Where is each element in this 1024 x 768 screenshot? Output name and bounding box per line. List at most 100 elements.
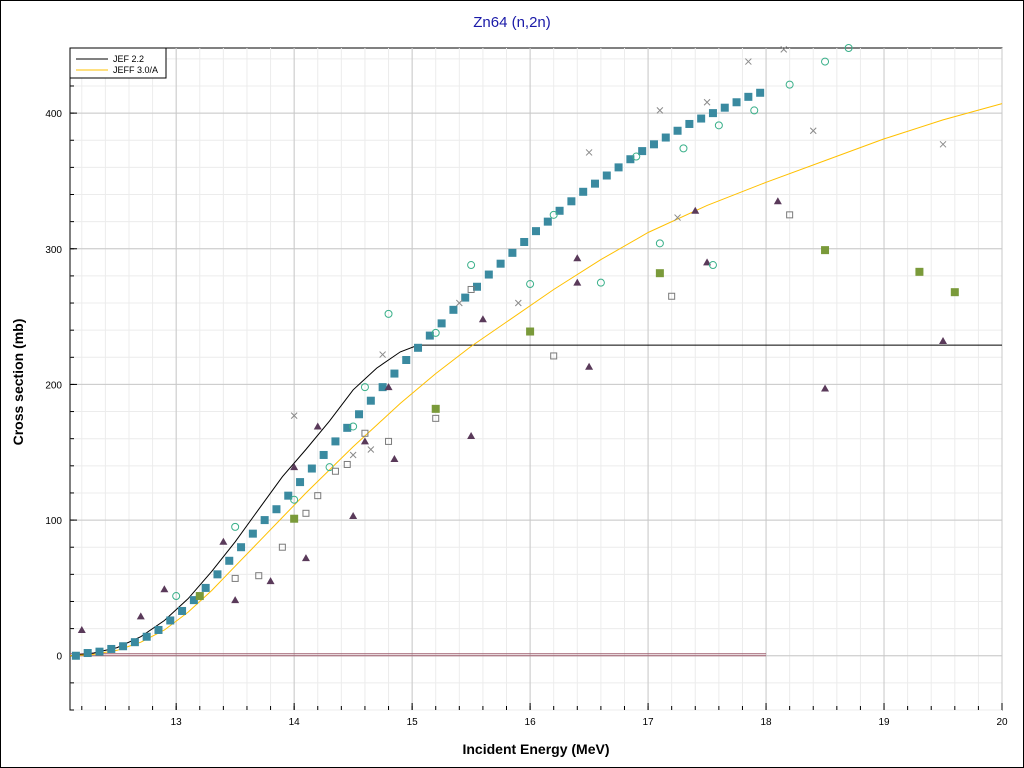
data-point-square-olive <box>290 514 299 523</box>
data-point-triangle <box>219 537 228 545</box>
data-point-square-olive <box>950 288 959 297</box>
data-point-cross <box>703 98 711 106</box>
y-tick-label: 100 <box>45 516 62 527</box>
data-point-square <box>673 126 682 135</box>
major-grid <box>70 48 1003 710</box>
data-point-triangle <box>290 463 299 471</box>
x-tick-label: 19 <box>878 717 890 728</box>
y-tick-label: 300 <box>45 245 62 256</box>
data-point-square <box>732 98 741 107</box>
legend-label-jeff30a: JEFF 3.0/A <box>113 65 158 75</box>
data-point-square <box>449 305 458 314</box>
data-point-open-square <box>786 211 794 219</box>
data-point-circle <box>679 144 688 153</box>
data-point-square <box>685 119 694 128</box>
data-point-square <box>355 410 364 419</box>
y-tick-label: 400 <box>45 109 62 120</box>
data-point-square <box>661 133 670 142</box>
data-point-triangle <box>360 437 369 445</box>
data-point-square <box>437 319 446 328</box>
data-point-open-square <box>302 509 310 517</box>
data-point-open-square <box>361 429 369 437</box>
data-point-cross <box>514 299 522 307</box>
data-point-triangle <box>390 455 399 463</box>
data-point-square <box>590 179 599 188</box>
data-point-square <box>567 197 576 206</box>
data-point-square <box>142 632 151 641</box>
data-point-square <box>649 140 658 149</box>
data-point-triangle <box>384 383 393 391</box>
data-point-triangle <box>478 315 487 323</box>
data-point-triangle <box>773 197 782 205</box>
data-point-square <box>201 583 210 592</box>
data-point-square <box>366 396 375 405</box>
data-point-square <box>307 464 316 473</box>
x-axis-label: Incident Energy (MeV) <box>462 741 610 757</box>
data-point-square-olive <box>431 404 440 413</box>
legend-label-jef22: JEF 2.2 <box>113 54 144 64</box>
data-point-square <box>343 423 352 432</box>
data-point-circle <box>349 422 358 431</box>
data-point-square <box>425 331 434 340</box>
data-point-circle <box>431 328 440 337</box>
data-point-circle <box>467 261 476 270</box>
data-point-square <box>154 625 163 634</box>
data-point-square <box>496 259 505 268</box>
data-point-open-square <box>467 285 475 293</box>
data-point-square <box>272 505 281 514</box>
data-point-open-square <box>314 492 322 500</box>
data-point-open-square <box>343 460 351 468</box>
data-point-square-olive <box>915 267 924 276</box>
data-point-triangle <box>160 585 169 593</box>
legend-box <box>69 47 167 79</box>
data-point-circle <box>231 522 240 531</box>
data-point-circle <box>360 383 369 392</box>
data-point-square <box>213 570 222 579</box>
data-point-cross <box>585 149 593 156</box>
x-tick-label: 20 <box>996 717 1008 728</box>
data-point-cross <box>656 107 664 114</box>
data-point-square-olive <box>821 246 830 255</box>
data-point-square <box>414 343 423 352</box>
data-point-triangle <box>703 258 712 266</box>
data-point-square <box>130 638 139 647</box>
data-point-open-square <box>331 467 339 475</box>
x-tick-label: 15 <box>407 717 419 728</box>
x-tick-label: 14 <box>289 717 301 728</box>
data-point-square <box>296 478 305 487</box>
data-point-triangle <box>573 278 582 286</box>
data-point-square <box>744 92 753 101</box>
data-point-square <box>284 491 293 500</box>
data-point-square <box>260 516 269 525</box>
data-point-square <box>189 596 198 605</box>
data-point-circle <box>844 44 853 52</box>
data-point-circle <box>549 210 558 219</box>
series-layer <box>69 44 1003 660</box>
data-point-square <box>708 109 717 118</box>
data-point-square <box>555 206 564 215</box>
data-point-circle <box>750 106 759 115</box>
x-tick-label: 13 <box>171 717 183 728</box>
data-point-cross <box>455 299 463 307</box>
data-point-square <box>543 217 552 226</box>
data-point-triangle <box>301 554 310 562</box>
data-point-square <box>319 450 328 459</box>
data-point-triangle <box>939 337 948 345</box>
data-point-circle <box>821 57 830 66</box>
data-point-square <box>119 642 128 651</box>
x-tick-label: 17 <box>643 717 655 728</box>
data-point-circle <box>172 592 181 601</box>
data-point-cross <box>367 446 375 453</box>
plot-area <box>69 47 1003 711</box>
data-point-square <box>638 147 647 156</box>
data-point-cross <box>780 46 788 53</box>
data-point-circle <box>384 309 393 318</box>
data-point-circle <box>632 152 641 161</box>
data-point-square <box>248 529 257 538</box>
data-point-square-olive <box>526 327 535 336</box>
data-point-square <box>520 237 529 246</box>
data-point-triangle <box>691 206 700 214</box>
data-point-circle <box>596 278 605 287</box>
